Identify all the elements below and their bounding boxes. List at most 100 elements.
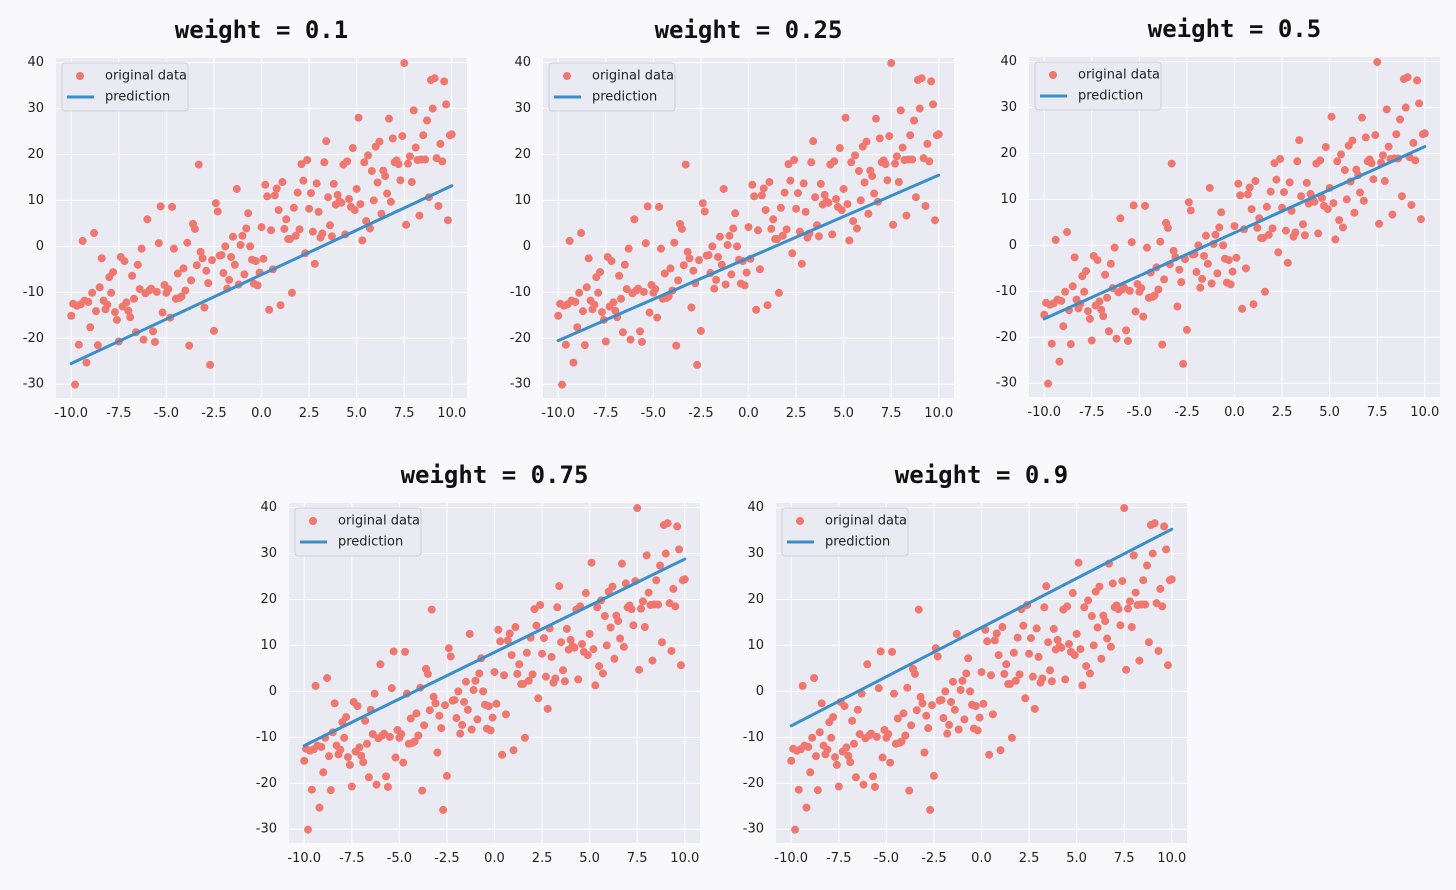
y-tick-label: 40 bbox=[260, 500, 277, 515]
data-point bbox=[1413, 76, 1422, 85]
data-point bbox=[401, 647, 410, 656]
data-point bbox=[827, 733, 836, 742]
data-point bbox=[752, 305, 761, 314]
data-point bbox=[644, 588, 653, 597]
data-point bbox=[876, 647, 885, 656]
data-point bbox=[204, 279, 213, 288]
chart-title: weight = 0.5 bbox=[1148, 15, 1321, 43]
y-tick-label: 10 bbox=[27, 193, 44, 208]
data-point bbox=[342, 713, 351, 722]
data-point bbox=[251, 257, 260, 266]
data-point bbox=[323, 674, 332, 683]
data-point bbox=[230, 260, 239, 269]
data-point bbox=[559, 666, 567, 675]
data-point bbox=[571, 297, 580, 306]
scatter-chart-3: weight = 0.5 -10.0 -7.5 -5.0 -2.5 0.0 2.5 5.0 7.… bbox=[996, 15, 1440, 420]
data-point bbox=[384, 114, 393, 123]
data-point bbox=[120, 257, 129, 266]
data-point bbox=[1125, 597, 1134, 606]
data-point bbox=[1158, 340, 1167, 349]
data-point bbox=[887, 59, 896, 68]
data-point bbox=[88, 288, 97, 297]
data-point bbox=[1272, 175, 1281, 184]
x-tick-label: -7.5 bbox=[826, 851, 851, 866]
y-tick-label: 30 bbox=[260, 546, 277, 561]
data-point bbox=[355, 743, 364, 752]
data-point bbox=[1074, 558, 1083, 567]
data-point bbox=[547, 652, 556, 661]
data-point bbox=[847, 158, 856, 167]
data-point bbox=[97, 254, 106, 263]
data-point bbox=[372, 780, 381, 789]
x-tick-label: -10.0 bbox=[1027, 405, 1061, 420]
data-point bbox=[1131, 307, 1140, 316]
data-point bbox=[1186, 206, 1195, 215]
data-point bbox=[1293, 157, 1302, 166]
data-point bbox=[1002, 660, 1011, 669]
x-tick-label: -7.5 bbox=[106, 406, 131, 421]
legend-data-label: original data bbox=[592, 69, 674, 84]
data-point bbox=[896, 106, 905, 115]
data-point bbox=[90, 229, 99, 238]
data-point bbox=[830, 157, 839, 166]
data-point bbox=[1329, 199, 1338, 208]
data-point bbox=[465, 629, 474, 638]
data-point bbox=[1057, 643, 1066, 652]
data-point bbox=[748, 180, 757, 189]
x-tick-label: 7.5 bbox=[627, 851, 648, 866]
data-point bbox=[1068, 589, 1077, 598]
y-tick-label: -20 bbox=[743, 776, 764, 791]
data-point bbox=[71, 380, 80, 389]
data-point bbox=[291, 231, 300, 240]
data-point bbox=[67, 311, 76, 320]
data-point bbox=[446, 652, 455, 661]
data-point bbox=[1215, 223, 1224, 232]
data-point bbox=[1141, 201, 1150, 210]
data-point bbox=[1219, 241, 1228, 250]
data-point bbox=[729, 224, 738, 233]
data-point bbox=[1047, 677, 1056, 686]
data-point bbox=[610, 654, 619, 663]
data-point bbox=[1249, 300, 1258, 309]
data-point bbox=[1184, 198, 1193, 207]
data-point bbox=[1101, 617, 1110, 626]
data-point bbox=[1137, 284, 1146, 293]
data-point bbox=[808, 733, 817, 742]
data-point bbox=[1087, 612, 1096, 621]
data-point bbox=[534, 694, 543, 703]
data-point bbox=[300, 756, 309, 765]
data-point bbox=[179, 264, 188, 273]
data-point bbox=[1236, 191, 1245, 200]
data-point bbox=[761, 206, 770, 215]
data-point bbox=[608, 582, 617, 591]
data-point bbox=[1196, 283, 1205, 292]
data-point bbox=[1224, 256, 1233, 265]
data-point bbox=[594, 288, 603, 297]
data-point bbox=[578, 307, 587, 316]
x-tick-label: 2.5 bbox=[299, 406, 320, 421]
data-point bbox=[333, 190, 342, 199]
data-point bbox=[1316, 156, 1325, 165]
data-point bbox=[824, 198, 833, 207]
data-point bbox=[1127, 623, 1136, 632]
data-point bbox=[1340, 166, 1349, 175]
data-point bbox=[436, 139, 445, 148]
data-point bbox=[884, 730, 893, 739]
data-point bbox=[217, 251, 226, 260]
data-point bbox=[943, 729, 952, 738]
legend-box bbox=[548, 62, 676, 112]
data-point bbox=[883, 176, 892, 185]
x-tick-label: -5.0 bbox=[154, 406, 179, 421]
data-point bbox=[319, 768, 328, 777]
data-point bbox=[1070, 253, 1079, 262]
data-point bbox=[689, 266, 698, 275]
x-tick-label: -2.5 bbox=[201, 406, 226, 421]
data-point bbox=[889, 689, 898, 698]
data-point bbox=[1238, 304, 1247, 313]
data-point bbox=[1396, 115, 1405, 124]
data-point bbox=[150, 337, 159, 346]
data-point bbox=[479, 687, 488, 696]
legend-data-label: original data bbox=[338, 514, 420, 529]
data-point bbox=[685, 254, 694, 263]
data-point bbox=[272, 184, 281, 193]
